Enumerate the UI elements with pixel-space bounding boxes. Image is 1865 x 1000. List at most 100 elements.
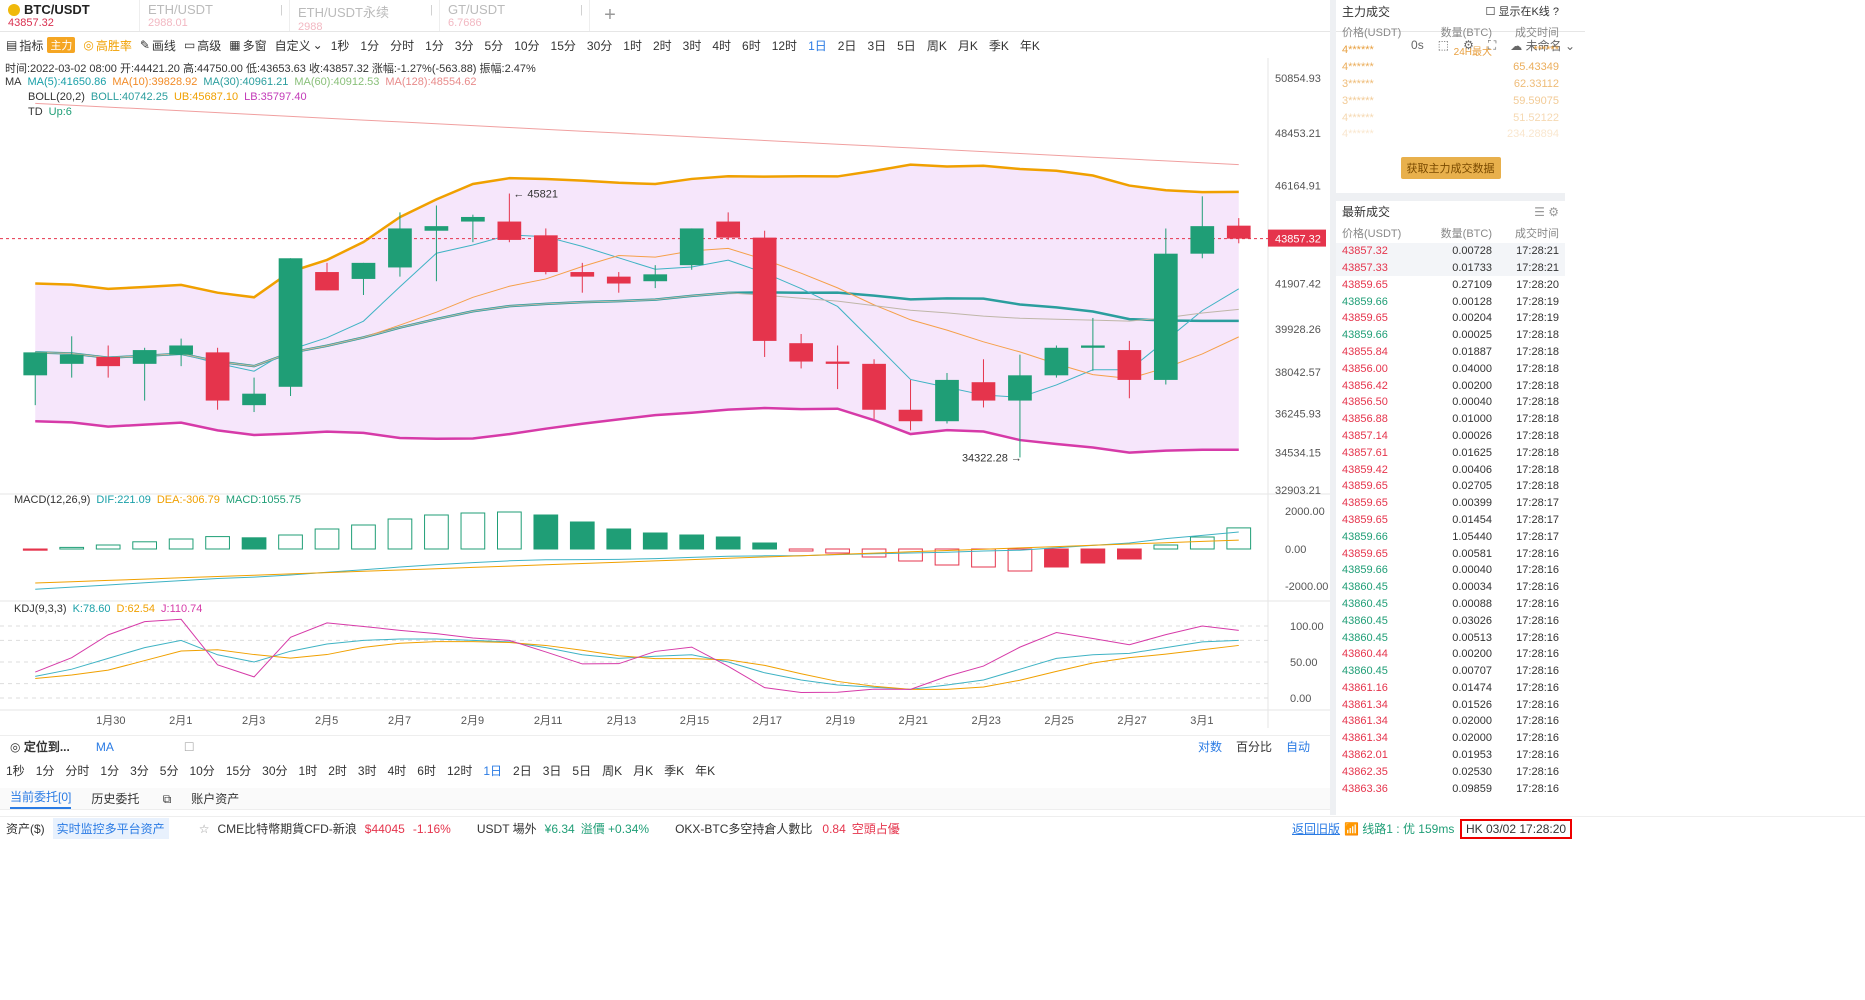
interval-3[interactable]: 1分 (100, 763, 120, 778)
interval-11[interactable]: 3时 (357, 763, 377, 778)
interval-19[interactable]: 周K (926, 38, 947, 53)
macd-info: MACD(12,26,9) DIF:221.09 DEA:-306.79 MACD:1… (14, 494, 307, 506)
interval-20[interactable]: 月K (957, 38, 978, 53)
trade-row: 43860.44 0.00200 17:28:16 (1342, 648, 1559, 661)
interval-15[interactable]: 1日 (808, 38, 827, 53)
interval-17[interactable]: 3日 (542, 763, 562, 778)
trade-row: 43859.66 1.05440 17:28:17 (1342, 530, 1559, 543)
ma-toggle[interactable]: MA (95, 739, 114, 754)
interval-7[interactable]: 15分 (550, 38, 576, 53)
candle-body (497, 221, 522, 240)
interval-0[interactable]: 1秒 (6, 763, 25, 778)
tab-history-orders[interactable]: 历史委托 ⧉ (91, 792, 172, 806)
interval-22[interactable]: 年K (1019, 38, 1040, 53)
show-in-k-toggle[interactable]: ☐ 显示在K线 ? (1485, 6, 1559, 18)
ma128-line (35, 102, 1239, 166)
old-version-link[interactable]: 返回旧版 (1292, 822, 1341, 836)
trade-row: 43857.32 0.00728 17:28:21 (1336, 242, 1565, 260)
price-axis-label: 38042.57 (1275, 367, 1321, 379)
interval-22[interactable]: 年K (695, 763, 716, 778)
interval-11[interactable]: 3时 (682, 38, 702, 53)
star-icon[interactable]: ☆ (198, 821, 210, 836)
interval-21[interactable]: 季K (988, 38, 1009, 53)
cursor-icon[interactable]: ⬚ (1437, 38, 1450, 52)
interval-2[interactable]: 分时 (65, 763, 90, 778)
symbol-tab[interactable]: GT/USDT 6.7686 | (440, 0, 590, 31)
interval-1[interactable]: 1分 (360, 38, 380, 53)
scale-auto[interactable]: 自动 (1285, 740, 1310, 754)
interval-19[interactable]: 周K (602, 763, 623, 778)
interval-8[interactable]: 30分 (586, 38, 613, 53)
close-icon[interactable]: | (430, 4, 433, 16)
boll-lower-line (35, 406, 1239, 454)
scale-log[interactable]: 对数 (1197, 740, 1222, 754)
interval-13[interactable]: 6时 (742, 38, 761, 53)
interval-17[interactable]: 3日 (867, 38, 887, 53)
indicators-button[interactable]: ▤ 指标 主力 (6, 37, 76, 54)
interval-3[interactable]: 1分 (425, 38, 444, 53)
interval-4[interactable]: 3分 (454, 38, 474, 53)
symbol-tab[interactable]: BTC/USDT 43857.32 (0, 0, 140, 31)
interval-7[interactable]: 15分 (225, 763, 252, 778)
interval-12[interactable]: 4时 (387, 763, 407, 778)
settings-icon[interactable]: ⚙ (1463, 38, 1474, 52)
trade-row: 43856.50 0.00040 17:28:18 (1342, 396, 1559, 409)
candle-body (643, 274, 668, 282)
macd-bar (59, 546, 85, 550)
candle-body (132, 350, 157, 364)
interval-8[interactable]: 30分 (262, 763, 288, 778)
add-tab-button[interactable]: + (604, 4, 616, 26)
tab-current-orders[interactable]: 当前委托[0] (10, 788, 72, 809)
macd-bar (387, 518, 413, 550)
multi-window-button[interactable]: ▦ 多窗 (229, 38, 267, 53)
interval-10[interactable]: 2时 (652, 38, 672, 53)
macd-bar (497, 511, 522, 550)
edit-icon[interactable]: ☐ (183, 739, 195, 754)
interval-14[interactable]: 12时 (446, 763, 473, 778)
interval-5[interactable]: 5分 (484, 38, 504, 53)
monitor-button[interactable]: 实时监控多平台资产 (52, 818, 169, 839)
macd-bar (1044, 548, 1069, 568)
filter-icon[interactable]: ☰ ⚙ (1534, 204, 1559, 219)
interval-1[interactable]: 1分 (35, 763, 55, 778)
symbol-tab[interactable]: ETH/USDT 2988.01 | (140, 0, 290, 31)
candle-body (461, 216, 485, 222)
symbol-tab[interactable]: ETH/USDT永续 2988 | (290, 0, 440, 33)
close-icon[interactable]: | (580, 4, 583, 16)
interval-16[interactable]: 2日 (513, 763, 532, 778)
interval-12[interactable]: 4时 (712, 38, 732, 53)
interval-18[interactable]: 5日 (572, 763, 592, 778)
interval-20[interactable]: 月K (633, 763, 654, 778)
tab-account-assets[interactable]: 账户资产 (191, 792, 240, 806)
chart-canvas[interactable]: 50854.93 48453.21 46164.91 43857.32 41907.42… (0, 58, 1330, 728)
interval-4[interactable]: 3分 (130, 763, 149, 778)
interval-6[interactable]: 10分 (189, 763, 215, 778)
scale-percent[interactable]: 百分比 (1235, 740, 1272, 754)
locate-button[interactable]: ◎ 定位到... (10, 740, 70, 754)
draw-button[interactable]: ✎ 画线 (139, 38, 176, 53)
fullscreen-icon[interactable]: ⛶ (1487, 37, 1497, 52)
wifi-icon: 📶 (1344, 822, 1359, 836)
interval-15[interactable]: 1日 (483, 763, 503, 778)
d-line (35, 641, 1239, 690)
win-rate-button[interactable]: ◎ 高胜率 (83, 38, 132, 53)
main-trades-list: 4****** 24H最大 ****** 4****** 65.43349 3******… (1336, 42, 1565, 143)
interval-6[interactable]: 10分 (514, 38, 540, 53)
interval-2[interactable]: 分时 (390, 38, 415, 53)
get-main-trades-button[interactable]: 获取主力成交数据 (1400, 156, 1501, 179)
interval-18[interactable]: 5日 (897, 38, 916, 53)
interval-10[interactable]: 2时 (328, 763, 347, 778)
candlestick-chart[interactable]: 50854.93 48453.21 46164.91 43857.32 41907.42… (0, 58, 1330, 728)
custom-dropdown[interactable]: 自定义 ⌄ (274, 38, 323, 53)
close-icon[interactable]: | (280, 4, 283, 16)
interval-0[interactable]: 1秒 (330, 38, 350, 53)
interval-13[interactable]: 6时 (417, 763, 436, 778)
interval-14[interactable]: 12时 (771, 38, 798, 53)
advanced-button[interactable]: ▭ 高级 (183, 38, 222, 53)
interval-5[interactable]: 5分 (159, 763, 179, 778)
interval-9[interactable]: 1时 (623, 38, 642, 53)
layout-name-dropdown[interactable]: ☁ 未命名 ⌄ (1510, 38, 1575, 53)
interval-21[interactable]: 季K (664, 763, 685, 778)
interval-9[interactable]: 1时 (298, 763, 318, 778)
interval-16[interactable]: 2日 (837, 38, 857, 53)
